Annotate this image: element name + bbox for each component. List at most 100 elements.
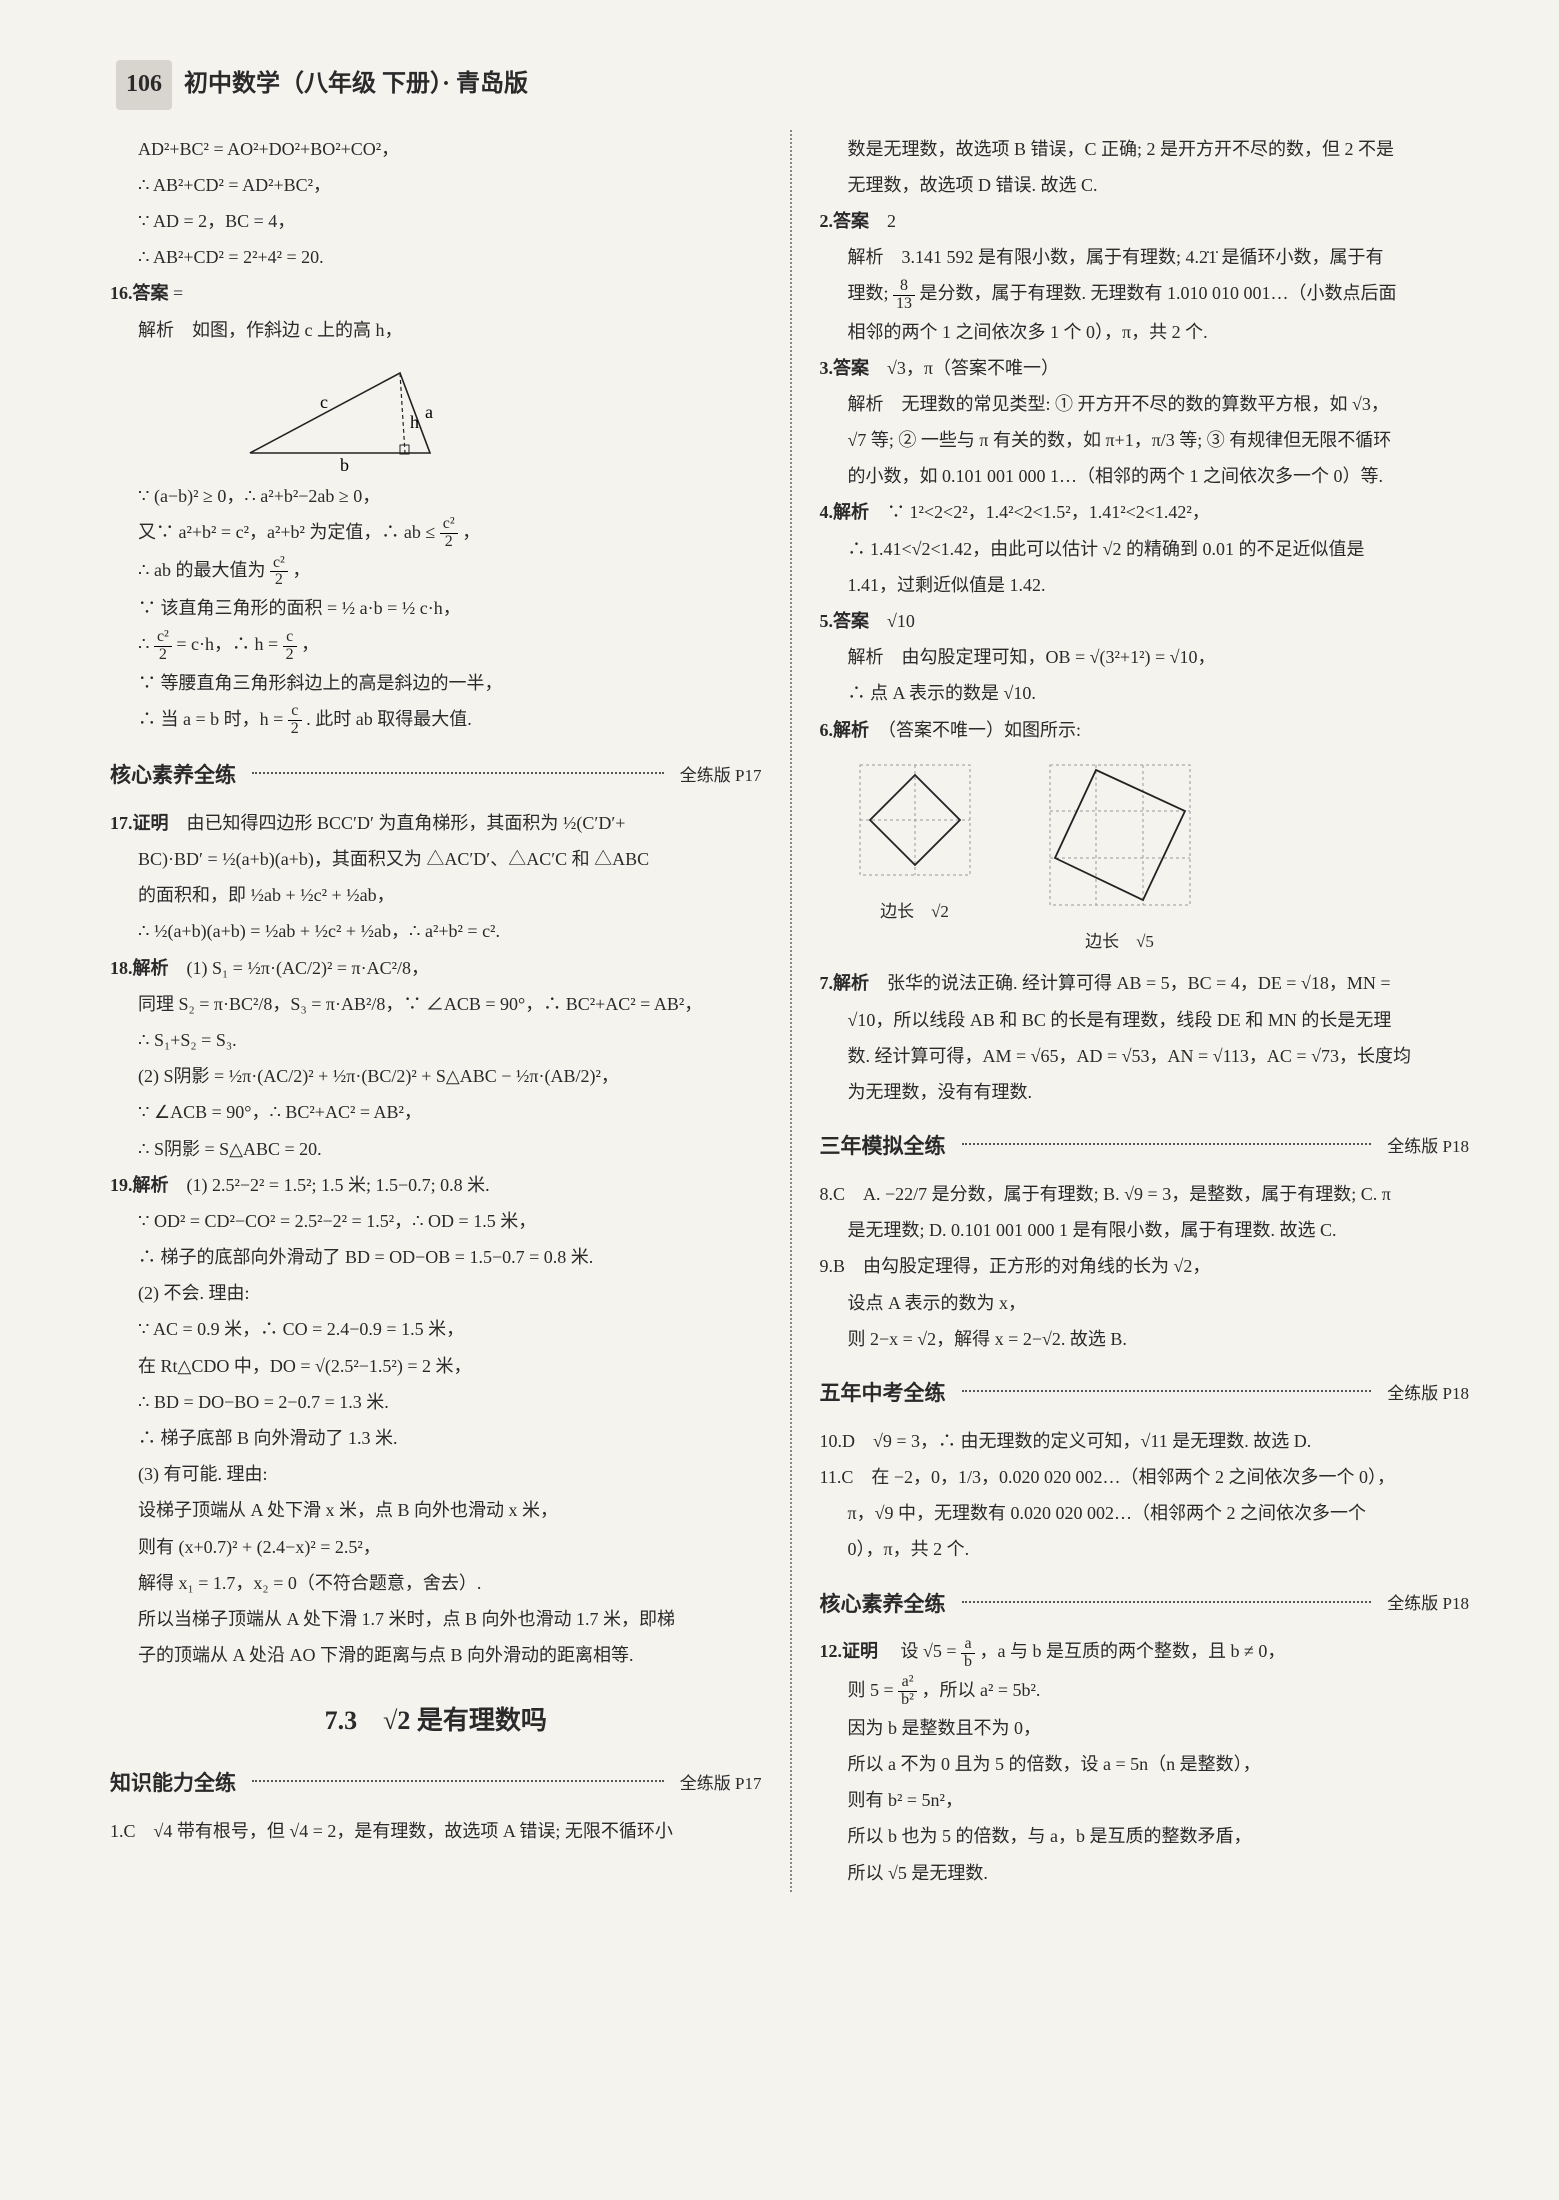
- text-line: 1.C √4 带有根号，但 √4 = 2，是有理数，故选项 A 错误; 无限不循…: [110, 1814, 762, 1848]
- text-line: ∴ 点 A 表示的数是 √10.: [820, 676, 1470, 710]
- text-line: 设梯子顶端从 A 处下滑 x 米，点 B 向外也滑动 x 米，: [110, 1493, 762, 1527]
- text-line: 子的顶端从 A 处沿 AO 下滑的距离与点 B 向外滑动的距离相等.: [110, 1638, 762, 1672]
- text-line: 相邻的两个 1 之间依次多 1 个 0），π，共 2 个.: [820, 315, 1470, 349]
- text-line: 1.41，过剩近似值是 1.42.: [820, 568, 1470, 602]
- text-line: 理数; 813 是分数，属于有理数. 无理数有 1.010 010 001…（小…: [820, 276, 1470, 312]
- text-line: ∵ 该直角三角形的面积 = ½ a·b = ½ c·h，: [110, 591, 762, 625]
- text-line: 4.解析 ∵ 1²<2<2²，1.4²<2<1.5²，1.41²<2<1.42²…: [820, 495, 1470, 529]
- section-header: 核心素养全练 全练版 P17: [110, 756, 762, 796]
- square-figures-row: 边长 √2 边长 √5: [850, 755, 1470, 959]
- text-line: ∴ ab 的最大值为 c²2 ，: [110, 553, 762, 589]
- fig-label: 边长 √5: [1040, 926, 1200, 958]
- text-line: 8.C A. −22/7 是分数，属于有理数; B. √9 = 3，是整数，属于…: [820, 1177, 1470, 1211]
- page-number: 106: [116, 60, 172, 110]
- q16-answer: =: [173, 283, 183, 303]
- q2-answer-row: 2.答案 2: [820, 204, 1470, 238]
- dot-leader: [962, 1390, 1372, 1392]
- section-header: 核心素养全练 全练版 P18: [820, 1585, 1470, 1625]
- text-line: 所以当梯子顶端从 A 处下滑 1.7 米时，点 B 向外也滑动 1.7 米，即梯: [110, 1602, 762, 1636]
- section-pageref: 全练版 P18: [1387, 1131, 1469, 1163]
- section-pageref: 全练版 P17: [680, 1768, 762, 1800]
- section-title: 五年中考全练: [820, 1374, 946, 1414]
- text-line: BC)·BD′ = ½(a+b)(a+b)，其面积又为 △AC′D′、△AC′C…: [110, 842, 762, 876]
- text-line: 7.解析 张华的说法正确. 经计算可得 AB = 5，BC = 4，DE = √…: [820, 966, 1470, 1000]
- q16-answer-row: 16.答案 =: [110, 276, 762, 310]
- text-line: ∵ ∠ACB = 90°，∴ BC²+AC² = AB²，: [110, 1095, 762, 1129]
- text-line: ∴ 1.41<√2<1.42，由此可以估计 √2 的精确到 0.01 的不足近似…: [820, 532, 1470, 566]
- text-line: 所以 √5 是无理数.: [820, 1856, 1470, 1890]
- text-line: 19.解析 (1) 2.5²−2² = 1.5²; 1.5 米; 1.5−0.7…: [110, 1168, 762, 1202]
- text-line: (2) S阴影 = ½π·(AC/2)² + ½π·(BC/2)² + S△AB…: [110, 1059, 762, 1093]
- section-pageref: 全练版 P18: [1387, 1378, 1469, 1410]
- text-line: √7 等; ② 一些与 π 有关的数，如 π+1，π/3 等; ③ 有规律但无限…: [820, 423, 1470, 457]
- text-line: 12.证明 设 √5 = ab ，a 与 b 是互质的两个整数，且 b ≠ 0，: [820, 1634, 1470, 1670]
- q16-label: 16.答案: [110, 283, 169, 303]
- text-line: 的面积和，即 ½ab + ½c² + ½ab，: [110, 878, 762, 912]
- text-line: ∴ 当 a = b 时，h = c2 . 此时 ab 取得最大值.: [110, 702, 762, 738]
- label-c: c: [320, 392, 328, 412]
- text-line: 设点 A 表示的数为 x，: [820, 1286, 1470, 1320]
- square-fig-2: 边长 √5: [1040, 755, 1200, 959]
- two-column-layout: AD²+BC² = AO²+DO²+BO²+CO²， ∴ AB²+CD² = A…: [110, 130, 1469, 1892]
- text-line: ∴ S阴影 = S△ABC = 20.: [110, 1132, 762, 1166]
- text-line: 因为 b 是整数且不为 0，: [820, 1711, 1470, 1745]
- text-line: 6.解析 （答案不唯一）如图所示:: [820, 713, 1470, 747]
- text-line: ∴ c²2 = c·h，∴ h = c2 ，: [110, 627, 762, 663]
- text-line: 解析 3.141 592 是有限小数，属于有理数; 4.2̇1̇ 是循环小数，属…: [820, 240, 1470, 274]
- dot-leader: [962, 1143, 1372, 1145]
- label-a: a: [425, 402, 433, 422]
- text-line: ∴ AB²+CD² = 2²+4² = 20.: [110, 240, 762, 274]
- text-line: 在 Rt△CDO 中，DO = √(2.5²−1.5²) = 2 米，: [110, 1349, 762, 1383]
- text-line: ∴ AB²+CD² = AD²+BC²，: [110, 168, 762, 202]
- section-title: 核心素养全练: [820, 1585, 946, 1625]
- dot-leader: [252, 1780, 664, 1782]
- dot-leader: [962, 1601, 1372, 1603]
- square-fig-1: 边长 √2: [850, 755, 980, 959]
- text-line: 解得 x₁ = 1.7，x₂ = 0（不符合题意，舍去）.: [110, 1566, 762, 1600]
- section-pageref: 全练版 P18: [1387, 1588, 1469, 1620]
- text-line: ∴ 梯子的底部向外滑动了 BD = OD−OB = 1.5−0.7 = 0.8 …: [110, 1240, 762, 1274]
- text-line: 无理数，故选项 D 错误. 故选 C.: [820, 168, 1470, 202]
- text-line: 则 2−x = √2，解得 x = 2−√2. 故选 B.: [820, 1322, 1470, 1356]
- text-line: (3) 有可能. 理由:: [110, 1457, 762, 1491]
- text-line: ∵ (a−b)² ≥ 0，∴ a²+b²−2ab ≥ 0，: [110, 479, 762, 513]
- text-line: 是无理数; D. 0.101 001 000 1 是有限小数，属于有理数. 故选…: [820, 1213, 1470, 1247]
- text-line: AD²+BC² = AO²+DO²+BO²+CO²，: [110, 132, 762, 166]
- section-title: 三年模拟全练: [820, 1127, 946, 1167]
- text-line: 所以 b 也为 5 的倍数，与 a，b 是互质的整数矛盾，: [820, 1819, 1470, 1853]
- text-line: 17.证明 由已知得四边形 BCC′D′ 为直角梯形，其面积为 ½(C′D′+: [110, 806, 762, 840]
- chapter-title: 7.3 √2 是有理数吗: [110, 1696, 762, 1745]
- text-line: 9.B 由勾股定理得，正方形的对角线的长为 √2，: [820, 1249, 1470, 1283]
- text-line: ∵ OD² = CD²−CO² = 2.5²−2² = 1.5²，∴ OD = …: [110, 1204, 762, 1238]
- text-line: 18.解析 (1) S₁ = ½π·(AC/2)² = π·AC²/8，: [110, 951, 762, 985]
- section-header: 三年模拟全练 全练版 P18: [820, 1127, 1470, 1167]
- page-title: 初中数学（八年级 下册）· 青岛版: [184, 71, 528, 97]
- section-title: 核心素养全练: [110, 756, 236, 796]
- fig-label: 边长 √2: [850, 896, 980, 928]
- section-header: 知识能力全练 全练版 P17: [110, 1764, 762, 1804]
- text-line: 所以 a 不为 0 且为 5 的倍数，设 a = 5n（n 是整数），: [820, 1747, 1470, 1781]
- text-line: 的小数，如 0.101 001 000 1…（相邻的两个 1 之间依次多一个 0…: [820, 459, 1470, 493]
- text-line: ∵ AC = 0.9 米，∴ CO = 2.4−0.9 = 1.5 米，: [110, 1312, 762, 1346]
- section-title: 知识能力全练: [110, 1764, 236, 1804]
- text-line: √10，所以线段 AB 和 BC 的长是有理数，线段 DE 和 MN 的长是无理: [820, 1003, 1470, 1037]
- text-line: 0），π，共 2 个.: [820, 1532, 1470, 1566]
- text-line: 为无理数，没有有理数.: [820, 1075, 1470, 1109]
- dot-leader: [252, 772, 664, 774]
- q3-answer-row: 3.答案 √3，π（答案不唯一）: [820, 351, 1470, 385]
- triangle-figure: c a b h: [230, 353, 470, 473]
- section-pageref: 全练版 P17: [680, 760, 762, 792]
- text-line: ∴ ½(a+b)(a+b) = ½ab + ½c² + ½ab，∴ a²+b² …: [110, 914, 762, 948]
- text-line: 则有 (x+0.7)² + (2.4−x)² = 2.5²，: [110, 1530, 762, 1564]
- text-line: π，√9 中，无理数有 0.020 020 002…（相邻两个 2 之间依次多一…: [820, 1496, 1470, 1530]
- label-h: h: [410, 412, 419, 432]
- text-line: 解析 如图，作斜边 c 上的高 h，: [110, 313, 762, 347]
- text-line: 则 5 = a²b² ，所以 a² = 5b².: [820, 1673, 1470, 1709]
- text-line: 11.C 在 −2，0，1/3，0.020 020 002…（相邻两个 2 之间…: [820, 1460, 1470, 1494]
- text-line: ∴ BD = DO−BO = 2−0.7 = 1.3 米.: [110, 1385, 762, 1419]
- text-line: 解析 由勾股定理可知，OB = √(3²+1²) = √10，: [820, 640, 1470, 674]
- text-line: (2) 不会. 理由:: [110, 1276, 762, 1310]
- text-line: ∴ 梯子底部 B 向外滑动了 1.3 米.: [110, 1421, 762, 1455]
- left-column: AD²+BC² = AO²+DO²+BO²+CO²， ∴ AB²+CD² = A…: [110, 130, 790, 1892]
- section-header: 五年中考全练 全练版 P18: [820, 1374, 1470, 1414]
